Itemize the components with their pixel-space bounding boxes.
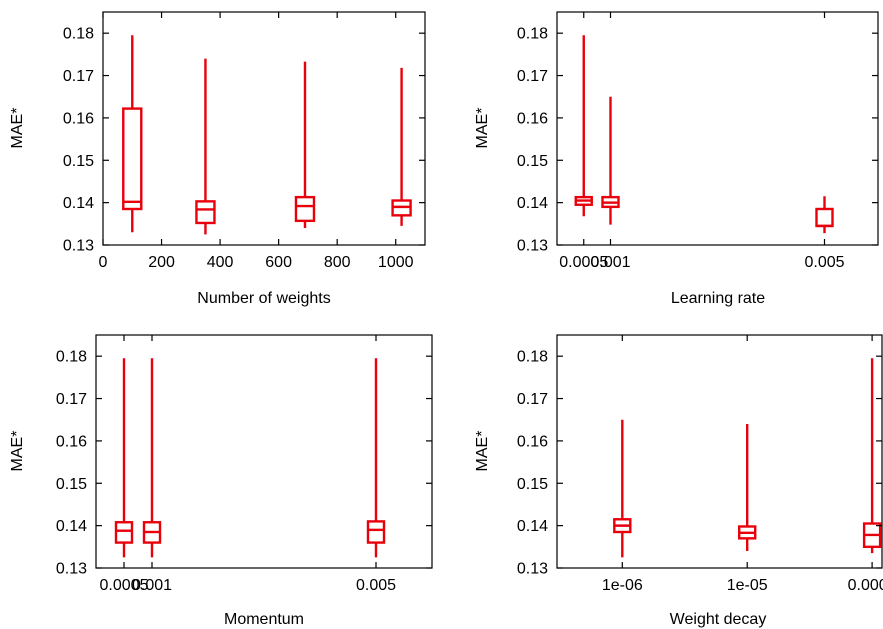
y-axis-ticks: 0.13 0.14 0.15 0.16 0.17 0.18 [63, 26, 425, 255]
y-tick-label: 0.18 [63, 26, 94, 43]
y-tick-label: 0.16 [63, 110, 94, 127]
x-axis-label: Number of weights [197, 290, 330, 307]
x-tick-label: 1e-06 [602, 577, 643, 594]
y-tick-label: 0.16 [56, 433, 87, 450]
box-body [294, 195, 316, 223]
box-plot [366, 358, 386, 558]
box-plot [601, 96, 620, 225]
y-tick-label: 0.18 [56, 349, 87, 366]
box-plot [122, 35, 143, 233]
box-series [613, 358, 882, 558]
box-plot [862, 358, 882, 554]
box-series [574, 35, 834, 234]
y-axis-label: MAE* [474, 431, 491, 472]
box-plot [142, 358, 162, 558]
box-body [366, 520, 386, 544]
y-tick-label: 0.13 [517, 561, 548, 578]
y-axis-ticks: 0.13 0.14 0.15 0.16 0.17 0.18 [56, 349, 432, 578]
plot-frame [556, 11, 879, 246]
y-axis-label: MAE* [474, 108, 491, 149]
box-plot [815, 196, 834, 234]
box-plot [195, 58, 216, 235]
panel-number-of-weights: 0.13 0.14 0.15 0.16 0.17 0.18 0 200 400 600 800 10… [9, 11, 426, 307]
x-axis-ticks: 1e-06 1e-05 0.0001 [602, 335, 883, 594]
y-tick-label: 0.18 [517, 349, 548, 366]
x-tick-label: 1000 [378, 254, 414, 271]
box-body [195, 200, 216, 225]
x-axis-ticks: 0 200 400 600 800 1000 [99, 12, 414, 271]
x-axis-label: Learning rate [671, 290, 765, 307]
box-plot [574, 35, 593, 217]
x-tick-label: 0.0005 [559, 254, 608, 271]
box-plot [738, 423, 757, 552]
x-tick-label: 0.0001 [848, 577, 883, 594]
y-tick-label: 0.14 [56, 518, 87, 535]
y-tick-label: 0.14 [517, 518, 548, 535]
y-tick-label: 0.17 [517, 391, 548, 408]
plot-frame [95, 334, 433, 569]
plot-frame [102, 11, 426, 246]
box-body [114, 521, 134, 544]
y-tick-label: 0.18 [517, 26, 548, 43]
x-axis-label: Momentum [224, 611, 304, 628]
y-tick-label: 0.15 [63, 153, 94, 170]
plot-frame [556, 334, 883, 569]
box-plot [294, 61, 316, 229]
y-tick-label: 0.16 [517, 433, 548, 450]
x-tick-label: 0.001 [132, 577, 172, 594]
y-tick-label: 0.16 [517, 110, 548, 127]
box-plot [391, 67, 412, 226]
x-tick-label: 0.005 [356, 577, 396, 594]
box-body [122, 107, 143, 211]
x-tick-label: 0 [99, 254, 108, 271]
box-series [122, 35, 412, 235]
y-tick-label: 0.15 [56, 476, 87, 493]
y-axis-ticks: 0.13 0.14 0.15 0.16 0.17 0.18 [517, 349, 882, 578]
y-tick-label: 0.15 [517, 153, 548, 170]
y-tick-label: 0.14 [517, 195, 548, 212]
panel-weight-decay: 0.13 0.14 0.15 0.16 0.17 0.18 1e-06 1e-05 0.000… [474, 334, 883, 628]
y-axis-ticks: 0.13 0.14 0.15 0.16 0.17 0.18 [517, 26, 878, 255]
y-tick-label: 0.17 [63, 68, 94, 85]
y-tick-label: 0.14 [63, 195, 94, 212]
box-series [114, 358, 386, 558]
x-tick-label: 800 [324, 254, 351, 271]
y-tick-label: 0.13 [517, 238, 548, 255]
x-tick-label: 200 [148, 254, 175, 271]
y-axis-label: MAE* [9, 108, 26, 149]
x-tick-label: 0.0005 [100, 577, 149, 594]
y-tick-label: 0.15 [517, 476, 548, 493]
x-tick-label: 1e-05 [727, 577, 768, 594]
y-tick-label: 0.17 [56, 391, 87, 408]
y-tick-label: 0.13 [63, 238, 94, 255]
x-axis-label: Weight decay [670, 611, 767, 628]
box-body [815, 207, 834, 228]
box-plot [613, 419, 632, 558]
x-tick-label: 0.001 [590, 254, 630, 271]
box-plot [114, 358, 134, 558]
y-axis-label: MAE* [9, 431, 26, 472]
y-tick-label: 0.13 [56, 561, 87, 578]
x-tick-label: 0.005 [804, 254, 844, 271]
x-tick-label: 400 [207, 254, 234, 271]
y-tick-label: 0.17 [517, 68, 548, 85]
x-tick-label: 600 [265, 254, 292, 271]
